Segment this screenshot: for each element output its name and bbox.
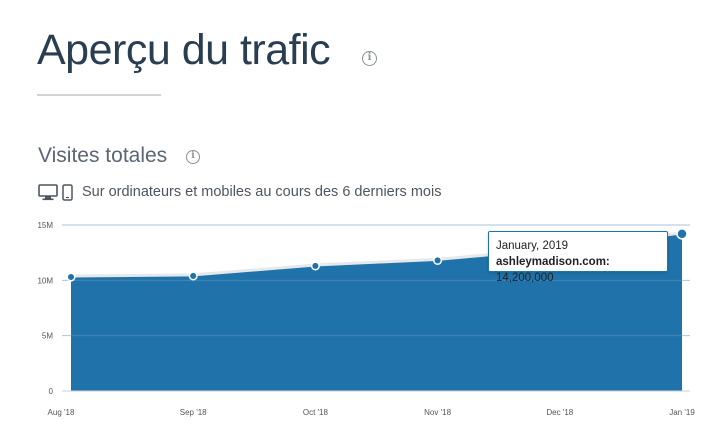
x-tick-label: Nov '18: [424, 408, 451, 417]
x-tick-label: Jan '19: [669, 408, 695, 417]
series-area: [71, 233, 682, 391]
tooltip-site: ashleymadison.com:: [496, 256, 610, 268]
x-tick-label: Aug '18: [48, 408, 75, 417]
subtitle: Sur ordinateurs et mobiles au cours des …: [82, 184, 442, 200]
tooltip-date: January, 2019: [496, 240, 569, 252]
chart-tooltip: January, 2019 ashleymadison.com: 14,200,…: [488, 231, 668, 284]
info-icon[interactable]: i: [186, 150, 200, 164]
y-tick-label: 10M: [37, 276, 53, 285]
x-tick-label: Dec '18: [546, 408, 573, 417]
mobile-icon: [62, 183, 73, 201]
y-tick-label: 15M: [37, 221, 53, 230]
section-title: Visites totales: [38, 144, 168, 167]
y-tick-label: 5M: [42, 332, 53, 341]
data-point[interactable]: [676, 228, 688, 240]
x-tick-label: Oct '18: [303, 408, 329, 417]
y-tick-label: 0: [49, 387, 54, 396]
data-point[interactable]: [310, 261, 320, 271]
data-point[interactable]: [188, 271, 198, 281]
x-tick-label: Sep '18: [180, 408, 207, 417]
data-point[interactable]: [433, 255, 443, 265]
device-icons: [38, 183, 73, 201]
data-point[interactable]: [66, 272, 76, 282]
title-underline: [37, 94, 161, 96]
tooltip-value: 14,200,000: [496, 272, 554, 284]
desktop-icon: [38, 183, 58, 201]
info-icon[interactable]: i: [362, 51, 377, 66]
page-title: Aperçu du trafic: [37, 26, 331, 74]
